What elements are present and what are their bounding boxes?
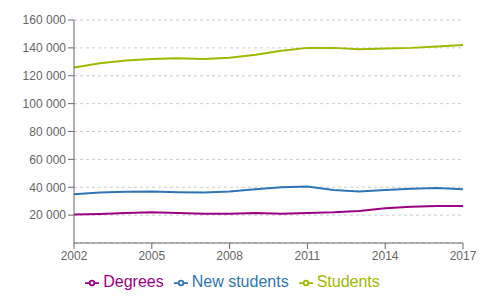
svg-text:2017: 2017 (450, 249, 477, 263)
svg-text:2014: 2014 (372, 249, 399, 263)
svg-text:20 000: 20 000 (29, 208, 66, 222)
html-text:New students: New students (191, 273, 289, 290)
svg-text:40 000: 40 000 (29, 181, 66, 195)
html-text:Degrees: Degrees (103, 273, 164, 290)
html-text:Students: Students (316, 273, 380, 290)
svg-text:120 000: 120 000 (23, 69, 67, 83)
svg-text:2005: 2005 (138, 249, 165, 263)
svg-text:80 000: 80 000 (29, 125, 66, 139)
svg-text:100 000: 100 000 (23, 97, 67, 111)
svg-text:2002: 2002 (61, 249, 88, 263)
svg-text:2011: 2011 (294, 249, 320, 263)
svg-text:160 000: 160 000 (23, 13, 67, 27)
svg-text:140 000: 140 000 (23, 41, 67, 55)
svg-text:2008: 2008 (216, 249, 243, 263)
svg-text:60 000: 60 000 (29, 153, 66, 167)
